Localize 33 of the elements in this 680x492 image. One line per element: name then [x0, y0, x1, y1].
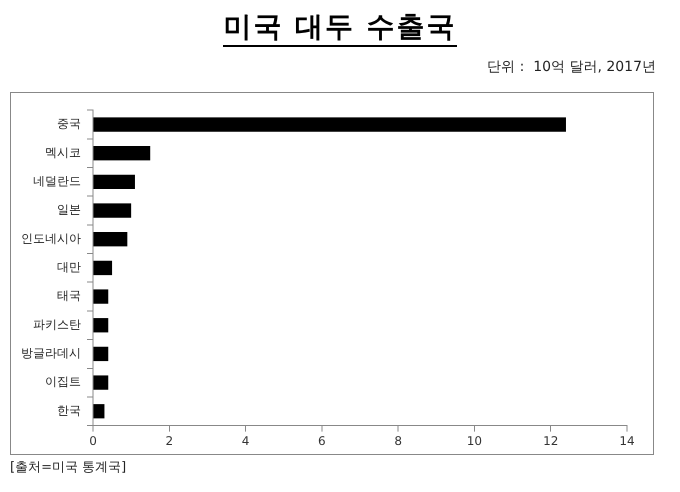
x-tick-label: 4	[242, 434, 250, 448]
y-tick-label: 일본	[57, 202, 81, 217]
y-tick-label: 방글라데시	[21, 346, 81, 360]
y-tick-label: 네덜란드	[33, 174, 81, 188]
y-tick-label: 중국	[57, 116, 81, 131]
y-tick-label: 태국	[57, 288, 81, 303]
x-tick-label: 6	[318, 434, 326, 448]
bar	[94, 174, 135, 190]
chart-subtitle: 단위 : 10억 달러, 2017년	[487, 58, 656, 76]
bar	[94, 346, 108, 362]
x-tick-label: 10	[466, 434, 482, 448]
bar	[94, 260, 112, 276]
bar	[94, 289, 108, 304]
bar	[94, 318, 108, 332]
y-tick-label: 파키스탄	[33, 317, 81, 332]
bar	[94, 203, 132, 218]
x-tick-label: 14	[619, 434, 635, 448]
text: [출처=미국 통계국]	[10, 459, 126, 476]
x-tick-label: 0	[89, 434, 97, 448]
chart-title: 미국 대두 수출국	[223, 10, 457, 47]
y-tick-label: 대만	[57, 260, 81, 274]
y-tick-label: 한국	[57, 403, 81, 418]
y-tick-label: 멕시코	[45, 145, 81, 160]
x-tick-label: 2	[165, 434, 174, 448]
x-tick-label: 8	[394, 434, 402, 448]
bar	[94, 117, 566, 132]
y-tick-label: 인도네시아	[21, 231, 81, 246]
bar	[94, 404, 104, 418]
x-tick-label: 12	[543, 434, 558, 448]
y-tick-label: 이집트	[45, 374, 81, 389]
bar	[94, 146, 150, 160]
bar	[94, 232, 128, 246]
bar	[94, 375, 108, 390]
